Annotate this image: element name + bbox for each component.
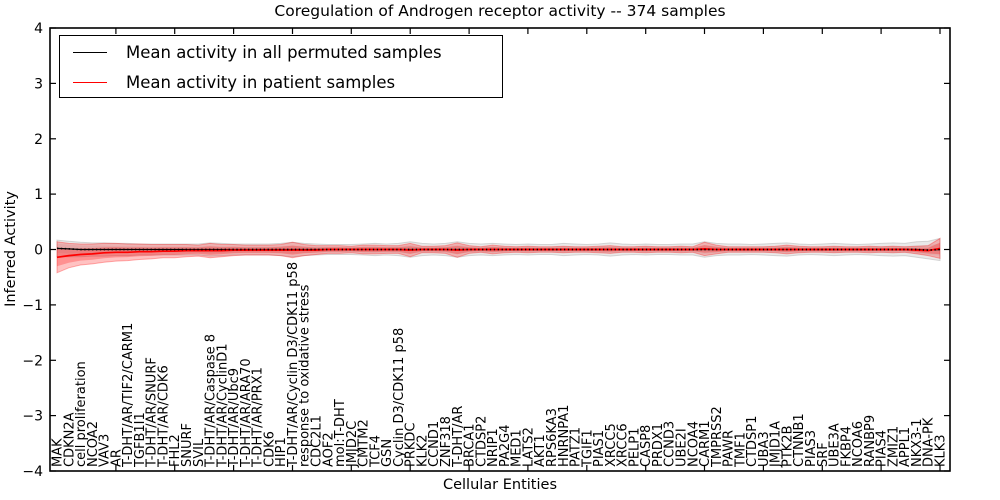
legend-label: Mean activity in patient samples [126,72,396,92]
x-tick-label: PIAS1 [592,430,607,467]
x-tick-label: CDC2L1 [310,415,325,467]
y-tick-label: −3 [22,409,43,425]
x-tick-label: T-DHT/AR/CDK6 [156,365,171,468]
y-tick-label: −4 [22,464,43,480]
x-tick-label: cell proliferation [74,361,89,467]
x-tick-label: T-DHT/AR/Cyclin D3/CDK11 p58 [286,262,301,468]
x-tick-label: TMF1 [733,432,748,468]
permuted-line-markers [56,247,941,251]
x-tick-label: NRIP1 [486,428,501,467]
x-tick-label: NCOA2 [86,421,101,467]
x-tick-label: Cyclin D3/CDK11 p58 [392,328,407,467]
x-tick-label: XRCC5 [604,423,619,467]
y-tick-label: 3 [34,76,43,92]
x-tick-label: response to oxidative stress [298,284,313,467]
x-tick-label: BRCA1 [463,423,478,467]
x-tick-label: TGIF1 [580,429,595,468]
x-tick-label: CDKN2A [62,412,77,467]
x-tick-label: DNA-PK [922,417,937,467]
y-tick-label: −1 [22,298,43,314]
legend-entry: Mean activity in patient samples [60,68,502,96]
y-tick-label: −2 [22,353,43,369]
patient-band-inner [57,242,940,267]
x-tick-label: RANBP9 [863,415,878,467]
x-tick-label: T-DHT/AR [451,406,466,468]
x-tick-label: NCOA6 [851,421,866,467]
x-tick-label: ZMIZ1 [886,426,901,467]
x-tick-label: KLK2 [415,434,430,467]
x-tick-label: mol:T-DHT [333,399,348,467]
x-tick-label: CCND3 [663,421,678,467]
x-tick-label: CDK6 [262,431,277,467]
x-tick-label: T-DHT/AR/TIF2/CARM1 [121,323,136,468]
x-tick-label: RPS6KA3 [545,408,560,467]
legend-line-sample-patient [73,81,107,83]
x-tick-label: UBE2I [674,428,689,467]
x-tick-label: APPL1 [898,427,913,467]
x-tick-label: CCND1 [427,421,442,467]
legend-line-sample-permuted [73,51,107,53]
x-tick-label: CASP8 [639,425,654,467]
x-tick-label: MED1 [510,429,525,467]
x-tick-label: HIP1 [274,437,289,467]
x-tick-label: TCF4 [368,435,383,468]
x-tick-label: SVIL [192,438,207,467]
x-tick-label: PIAS3 [804,430,819,467]
x-tick-label: FKBP4 [839,426,854,467]
x-tick-label: PRKDC [404,423,419,467]
x-tick-label: PRDX1 [651,423,666,467]
x-tick-label: PELP1 [627,428,642,467]
x-tick-label: T-DHT/AR/CyclinD1 [215,343,230,468]
x-tick-label: SNURF [180,423,195,467]
x-tick-label: UBA3 [757,431,772,467]
x-tick-label: T-DHT/AR/PRX1 [251,367,266,468]
x-tick-label: TGFB1I1 [133,412,148,468]
x-tick-label: ZNF318 [439,416,454,467]
x-tick-label: JMJD1A [769,421,784,468]
patient-band-outer [56,237,941,274]
x-tick-label: XRCC6 [616,423,631,467]
x-tick-label: GSN [380,439,395,467]
x-tick-label: NCOA4 [686,421,701,467]
x-tick-label: HNRNPA1 [557,405,572,467]
x-tick-label: NKX3-1 [910,419,925,467]
x-tick-label: TMPRSS2 [710,406,725,468]
x-tick-label: T-DHT/AR/SNURF [145,357,160,468]
x-tick-label: T-DHT/AR/ARA70 [239,358,254,468]
x-tick-label: SRF [816,442,831,467]
x-tick-label: CTDSP1 [745,416,760,467]
x-tick-label: T-DHT/AR/Caspase 8 [204,334,219,468]
x-tick-label: CTNNB1 [792,413,807,467]
chart-title: Coregulation of Androgen receptor activi… [274,2,726,20]
y-tick-label: 4 [34,21,43,37]
y-tick-label: 0 [34,243,43,259]
x-tick-label: PIAS4 [875,430,890,467]
x-tick-label: CARM1 [698,421,713,468]
x-tick-label: PATZ1 [569,427,584,467]
x-tick-label: T-DHT/AR/Ubc9 [227,368,242,468]
y-tick-label: 2 [34,132,43,148]
x-tick-label: AKT1 [533,434,548,467]
x-tick-label: AR [109,449,124,467]
x-tick-label: VAV3 [98,434,113,467]
x-tick-label: LATS2 [521,427,536,467]
legend-label: Mean activity in all permuted samples [126,42,442,62]
x-tick-label: PA2G4 [498,424,513,467]
x-axis-label: Cellular Entities [442,477,558,493]
x-tick-label: KLK3 [934,434,949,467]
x-tick-label: CMTM2 [357,419,372,467]
x-tick-label: JMJD2C [345,421,360,468]
x-tick-label: MAK [51,438,66,467]
x-tick-label: AOF2 [321,432,336,467]
x-tick-label: CTDSP2 [474,416,489,467]
x-tick-label: PAWR [722,430,737,467]
x-tick-label: UBE3A [828,423,843,467]
x-tick-label: PTK2B [780,426,795,468]
legend: Mean activity in all permuted samples Me… [59,35,503,98]
y-tick-label: 1 [34,187,43,203]
legend-entry: Mean activity in all permuted samples [60,38,502,66]
x-tick-label: FHL2 [168,434,183,467]
